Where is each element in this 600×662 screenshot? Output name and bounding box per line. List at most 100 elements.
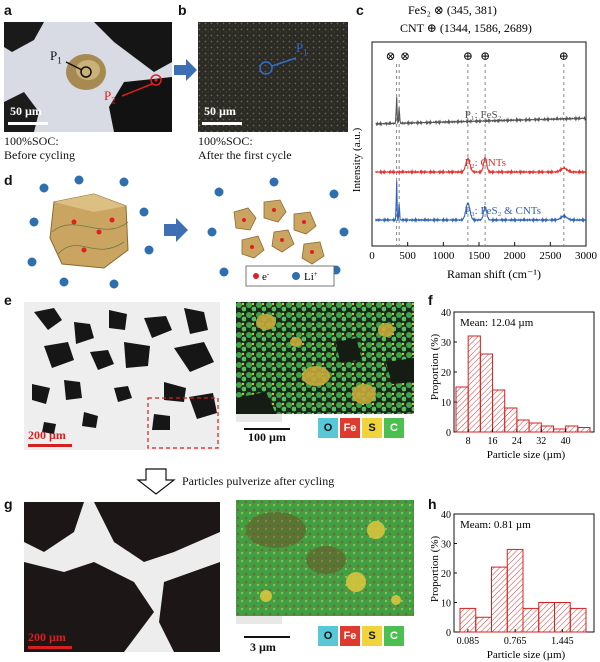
histogram-bar — [492, 389, 506, 433]
schematic-legend-box — [245, 265, 335, 287]
raman-xtick-label: 1500 — [468, 250, 491, 262]
arrow-right-icon — [174, 59, 197, 81]
element-chip-c: C — [384, 418, 404, 438]
raman-series-line — [375, 97, 587, 127]
histogram-f-xlabel: Particle size (µm) — [487, 449, 566, 461]
eds-map-e — [236, 302, 414, 414]
transition-caption: Particles pulverize after cycling — [182, 474, 335, 488]
micrograph-g-optical: 200 µm — [24, 502, 220, 652]
eds-map-g — [236, 500, 414, 616]
panel-label-h: h — [428, 496, 437, 512]
raman-series-label: P₃: FeS₂ & CNTs — [465, 205, 541, 217]
histogram-f: Proportion (%) Particle size (µm) 0 10 20 3… — [429, 308, 595, 461]
histogram-ytick-label: 30 — [441, 338, 451, 349]
raman-chart: FeS₂ ⊗ (345, 381) CNT ⊕ (1344, 1586, 268… — [351, 3, 598, 281]
scale-bar-b: 50 µm — [204, 104, 236, 118]
caption-a-line2: Before cycling — [4, 148, 75, 162]
histogram-ytick-label: 30 — [441, 540, 451, 551]
raman-xtick-label: 500 — [399, 250, 416, 262]
histogram-ytick-label: 20 — [441, 569, 451, 580]
electron-legend-dot — [253, 273, 259, 279]
panel-label-a: a — [4, 2, 12, 18]
element-legend-e: O Fe S C — [318, 418, 406, 438]
element-chip-o: O — [318, 418, 338, 438]
eds-mini-legend-e — [236, 414, 282, 422]
histogram-bar — [538, 602, 555, 633]
histogram-bar — [540, 425, 554, 433]
panel-label-e: e — [4, 292, 12, 308]
element-chip-s: S — [362, 418, 382, 438]
raman-series-line — [375, 156, 587, 176]
point-label-p2: P2 — [104, 88, 116, 106]
histogram-ytick-label: 10 — [441, 599, 451, 610]
raman-marker-symbol: ⊗ — [400, 49, 410, 63]
micrograph-g-optical-image — [24, 502, 220, 652]
histogram-xtick-label: 16 — [488, 436, 498, 447]
raman-annotation-cnt: CNT ⊕ (1344, 1586, 2689) — [400, 21, 532, 35]
panel-label-d: d — [4, 172, 13, 188]
scale-bar-g-right-line — [244, 636, 290, 638]
down-arrow-icon — [136, 468, 176, 495]
raman-series-label: P₂: CNTs — [465, 157, 506, 169]
raman-xlabel: Raman shift (cm⁻¹) — [447, 267, 541, 281]
histogram-xtick-label: 1.445 — [551, 636, 574, 647]
caption-a-line1: 100%SOC: — [4, 134, 59, 148]
raman-marker-symbol: ⊕ — [480, 49, 490, 63]
histogram-bar — [475, 616, 492, 633]
histogram-xtick-label: 32 — [536, 436, 546, 447]
histogram-bar — [455, 386, 469, 433]
raman-marker-symbol: ⊕ — [463, 49, 473, 63]
element-legend-g: O Fe S C — [318, 626, 406, 646]
micrograph-b: P1 50 µm — [198, 22, 348, 132]
eds-map-e-image — [236, 302, 414, 414]
element-chip-c: C — [384, 626, 404, 646]
histogram-bar — [479, 353, 494, 433]
panel-label-b: b — [178, 2, 187, 18]
raman-xtick-label: 2000 — [504, 250, 527, 262]
scale-bar-e-right: 100 µm — [248, 430, 286, 444]
element-chip-fe: Fe — [340, 418, 360, 438]
histogram-ytick-label: 10 — [441, 398, 451, 409]
panel-label-g: g — [4, 496, 13, 512]
caption-b-line2: After the first cycle — [198, 148, 292, 162]
raman-marker-symbol: ⊗ — [386, 49, 396, 63]
histogram-ytick-label: 0 — [446, 628, 451, 639]
panel-label-c: c — [356, 2, 364, 18]
histogram-bar — [506, 548, 524, 633]
scale-bar-e-right-line — [244, 428, 290, 430]
histogram-xtick-label: 8 — [466, 436, 471, 447]
raman-annotation-fes2: FeS₂ ⊗ (345, 381) — [408, 3, 497, 17]
element-chip-s: S — [362, 626, 382, 646]
raman-xtick-label: 3000 — [575, 250, 598, 262]
histogram-bar — [459, 607, 477, 633]
raman-xtick-label: 0 — [369, 250, 375, 262]
histogram-bar — [467, 335, 481, 433]
panel-label-f: f — [428, 292, 433, 308]
raman-xtick-label: 2500 — [539, 250, 562, 262]
histogram-bar — [528, 422, 542, 433]
histogram-h: Proportion (%) Particle size (µm) 0 10 20 3… — [429, 510, 595, 661]
histogram-bar — [516, 419, 530, 433]
histogram-bar — [552, 428, 567, 433]
scale-bar-g-left: 200 µm — [28, 630, 66, 644]
histogram-xtick-label: 24 — [512, 436, 522, 447]
eds-map-g-image — [236, 500, 414, 616]
histogram-h-ylabel: Proportion (%) — [429, 536, 441, 603]
histogram-bar — [569, 607, 587, 633]
raman-series-line — [375, 180, 586, 224]
micrograph-e-optical-image — [24, 302, 220, 450]
micrograph-e-optical: 200 µm — [24, 302, 220, 450]
histogram-xtick-label: 0.085 — [457, 636, 480, 647]
point-label-p1: P1 — [50, 48, 62, 66]
micrograph-a-image — [4, 22, 172, 132]
element-chip-o: O — [318, 626, 338, 646]
caption-b-line1: 100%SOC: — [198, 134, 253, 148]
histogram-annotation: Mean: 12.04 µm — [460, 317, 534, 329]
histogram-annotation: Meam: 0.81 µm — [460, 519, 531, 531]
scale-bar-a: 50 µm — [10, 104, 42, 118]
eds-mini-legend-g — [236, 616, 282, 624]
micrograph-a: P1 P2 50 µm — [4, 22, 172, 132]
scale-bar-e-left: 200 µm — [28, 428, 66, 442]
point-label-p1-b: P1 — [296, 40, 308, 58]
histogram-h-xlabel: Particle size (µm) — [487, 649, 566, 661]
